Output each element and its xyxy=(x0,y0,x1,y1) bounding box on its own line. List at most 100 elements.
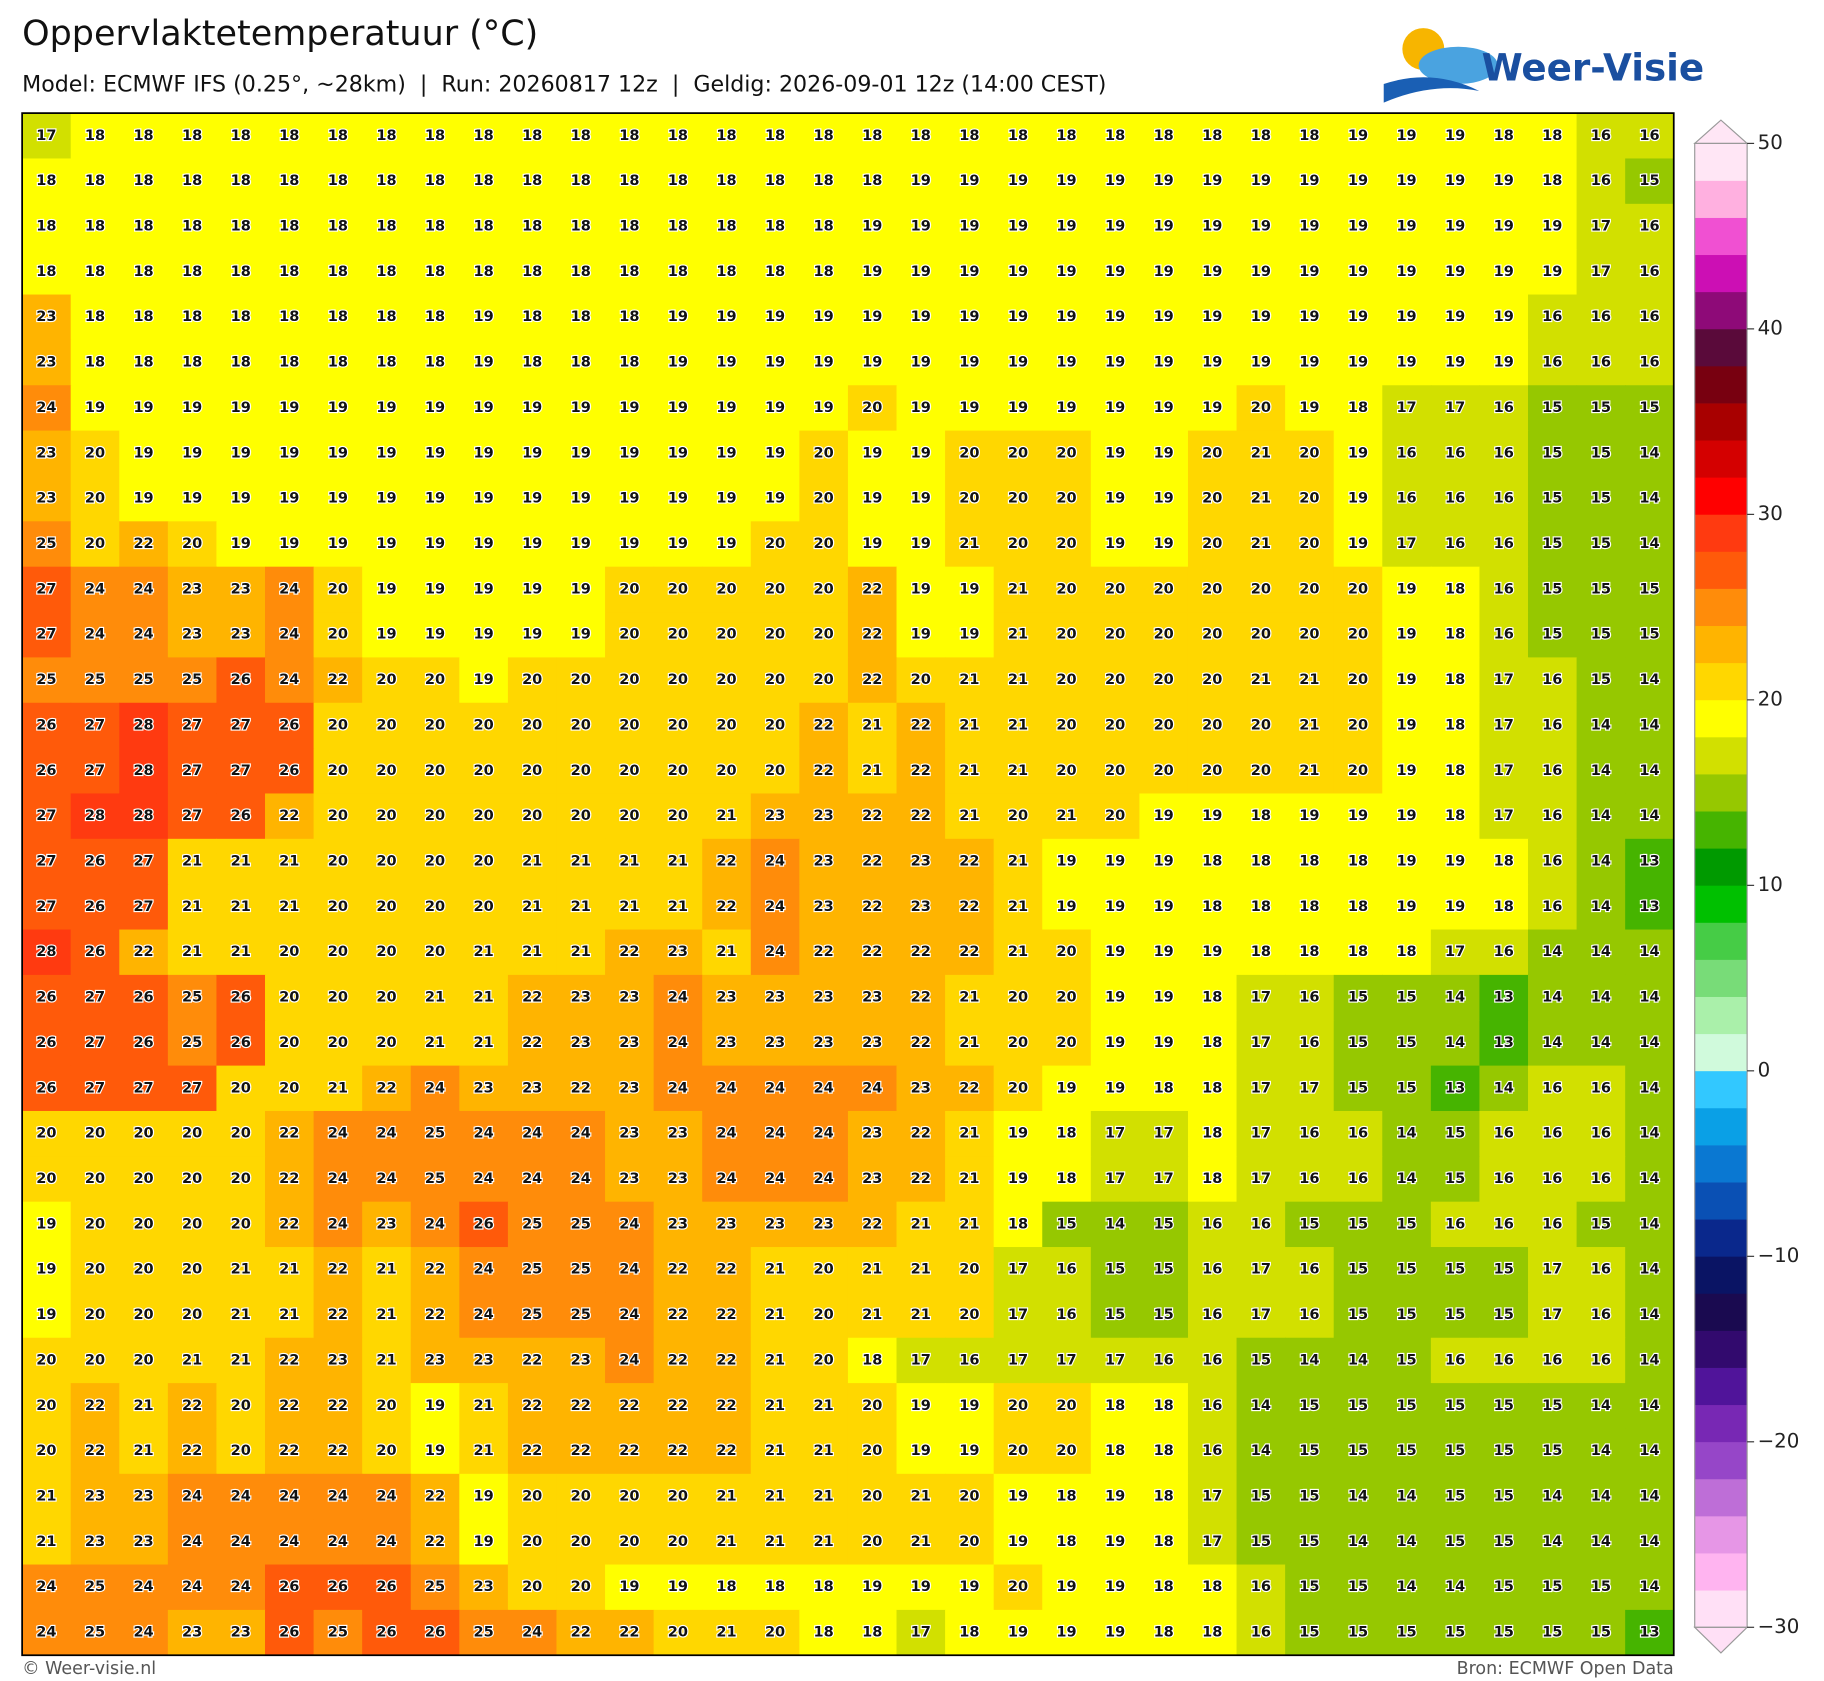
colorbar-segment xyxy=(1694,922,1748,960)
temperature-cell xyxy=(1528,702,1578,749)
temperature-label: 18 xyxy=(231,218,251,235)
temperature-cell xyxy=(167,249,218,296)
temperature-label: 21 xyxy=(182,852,202,869)
temperature-cell xyxy=(1479,158,1529,205)
temperature-label: 20 xyxy=(522,1578,542,1595)
temperature-label: 19 xyxy=(911,1397,931,1414)
temperature-cell xyxy=(702,884,752,931)
temperature-label: 18 xyxy=(1396,943,1416,960)
colorbar-segment xyxy=(1694,811,1748,849)
temperature-label: 19 xyxy=(1494,308,1514,325)
temperature-label: 13 xyxy=(1639,898,1659,915)
temperature-label: 16 xyxy=(1251,1624,1271,1641)
temperature-label: 23 xyxy=(182,1624,202,1641)
temperature-cell xyxy=(945,385,995,432)
temperature-cell xyxy=(1333,702,1383,749)
temperature-label: 20 xyxy=(1202,671,1222,688)
temperature-cell xyxy=(313,748,363,795)
temperature-label: 20 xyxy=(1105,671,1125,688)
temperature-cell xyxy=(896,884,946,931)
temperature-cell xyxy=(167,521,218,568)
colorbar-segment xyxy=(1694,1515,1748,1554)
temperature-label: 15 xyxy=(1494,1578,1514,1595)
temperature-cell xyxy=(945,612,995,658)
temperature-label: 19 xyxy=(1056,852,1076,869)
temperature-label: 23 xyxy=(668,1170,688,1187)
temperature-cell xyxy=(1479,294,1529,341)
temperature-cell xyxy=(1139,612,1189,658)
temperature-label: 20 xyxy=(376,1442,396,1459)
temperature-label: 19 xyxy=(182,399,202,416)
temperature-label: 18 xyxy=(182,308,202,325)
temperature-label: 27 xyxy=(133,898,153,915)
temperature-label: 21 xyxy=(619,852,639,869)
temperature-cell xyxy=(70,385,120,432)
colorbar-segment xyxy=(1694,254,1748,293)
temperature-cell xyxy=(1479,339,1529,386)
temperature-cell xyxy=(507,475,558,522)
temperature-label: 20 xyxy=(1251,399,1271,416)
temperature-label: 20 xyxy=(1008,807,1028,824)
temperature-cell xyxy=(362,521,412,568)
colorbar-segment xyxy=(1694,699,1748,738)
temperature-cell xyxy=(1042,339,1092,386)
temperature-label: 20 xyxy=(862,1533,882,1550)
temperature-label: 20 xyxy=(182,1306,202,1323)
temperature-label: 25 xyxy=(328,1624,348,1641)
colorbar-segment xyxy=(1694,662,1748,701)
temperature-label: 17 xyxy=(1251,1170,1271,1187)
temperature-label: 19 xyxy=(473,580,493,597)
temperature-cell xyxy=(265,158,315,205)
temperature-label: 21 xyxy=(425,989,445,1006)
temperature-label: 20 xyxy=(1056,716,1076,733)
temperature-cell xyxy=(750,475,800,522)
temperature-cell xyxy=(1236,612,1286,658)
temperature-label: 20 xyxy=(668,1487,688,1504)
temperature-label: 19 xyxy=(1105,852,1125,869)
temperature-cell xyxy=(22,385,72,432)
temperature-label: 18 xyxy=(1348,852,1368,869)
temperature-label: 20 xyxy=(1008,1397,1028,1414)
footer-left: © Weer-visie.nl xyxy=(22,1659,156,1679)
temperature-cell xyxy=(702,612,752,658)
temperature-label: 16 xyxy=(1299,1170,1319,1187)
temperature-cell xyxy=(459,339,509,386)
temperature-label: 14 xyxy=(1591,852,1611,869)
temperature-label: 18 xyxy=(522,172,542,189)
temperature-label: 27 xyxy=(85,716,105,733)
temperature-cell xyxy=(702,793,752,840)
temperature-cell xyxy=(313,113,363,160)
temperature-cell xyxy=(1333,929,1383,976)
temperature-label: 18 xyxy=(1251,127,1271,144)
temperature-label: 22 xyxy=(716,1306,736,1323)
temperature-label: 17 xyxy=(1494,762,1514,779)
temperature-label: 19 xyxy=(1299,172,1319,189)
temperature-cell xyxy=(1139,657,1189,704)
temperature-cell xyxy=(702,339,752,386)
temperature-cell xyxy=(1187,203,1238,250)
temperature-label: 16 xyxy=(1591,1351,1611,1368)
temperature-label: 18 xyxy=(1251,898,1271,915)
temperature-cell xyxy=(993,657,1043,704)
temperature-label: 18 xyxy=(328,218,348,235)
temperature-label: 16 xyxy=(1299,1261,1319,1278)
temperature-cell xyxy=(1090,929,1140,976)
temperature-label: 15 xyxy=(1639,172,1659,189)
temperature-cell xyxy=(1382,929,1432,976)
temperature-label: 19 xyxy=(133,399,153,416)
temperature-cell xyxy=(1090,158,1140,205)
temperature-cell xyxy=(507,203,558,250)
temperature-label: 18 xyxy=(1202,1079,1222,1096)
temperature-cell xyxy=(1430,884,1481,931)
temperature-label: 19 xyxy=(911,263,931,280)
temperature-cell xyxy=(1236,748,1286,795)
temperature-cell xyxy=(1090,521,1140,568)
temperature-cell xyxy=(119,475,169,522)
temperature-cell xyxy=(653,657,703,704)
temperature-label: 19 xyxy=(1494,218,1514,235)
temperature-label: 19 xyxy=(425,626,445,643)
temperature-label: 18 xyxy=(1154,1533,1174,1550)
temperature-cell xyxy=(993,612,1043,658)
temperature-label: 19 xyxy=(571,535,591,552)
temperature-label: 19 xyxy=(911,444,931,461)
